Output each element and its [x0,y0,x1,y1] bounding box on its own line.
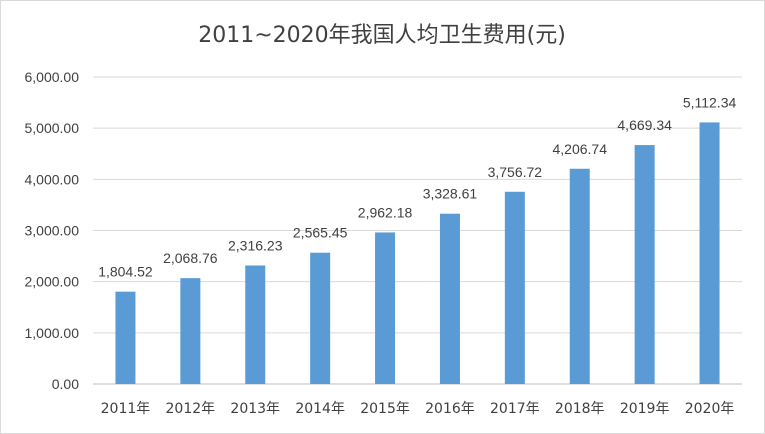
x-category-label: 2020年 [685,401,735,417]
bar [375,232,396,384]
bar [439,213,460,384]
y-tick-label: 0.00 [52,376,79,392]
bar [115,291,136,384]
bar [569,168,590,384]
x-axis-category-labels: 2011年 2012年 2013年 2014年 2015年 2016年 2017年 2018年… [101,401,735,417]
data-label: 2,962.18 [358,204,413,220]
bar [634,145,655,384]
bar [245,265,266,384]
y-tick-label: 5,000.00 [25,120,80,136]
data-label: 2,565.45 [293,225,348,241]
bars [115,122,720,384]
bar [504,191,525,384]
x-category-label: 2013年 [230,401,280,417]
x-category-label: 2016年 [425,401,475,417]
data-label: 2,068.76 [163,250,218,266]
x-category-label: 2012年 [166,401,216,417]
data-label: 4,669.34 [617,117,672,133]
x-category-label: 2017年 [490,401,540,417]
bar [699,122,720,384]
y-tick-label: 1,000.00 [25,325,80,341]
data-label: 5,112.34 [683,94,737,110]
data-label: 2,316.23 [228,237,283,253]
data-label: 3,756.72 [488,164,543,180]
x-category-label: 2019年 [620,401,670,417]
y-tick-label: 3,000.00 [25,223,80,239]
y-tick-label: 6,000.00 [25,69,80,85]
data-label: 1,804.52 [98,264,153,280]
data-label: 3,328.61 [423,186,478,202]
x-category-label: 2018年 [555,401,605,417]
gridlines [93,76,742,385]
data-labels: 1,804.52 2,068.76 2,316.23 2,565.45 2,962.18… [98,94,736,279]
bar [180,278,201,384]
y-tick-label: 2,000.00 [25,274,80,290]
data-label: 4,206.74 [553,141,608,157]
x-category-label: 2014年 [295,401,345,417]
y-tick-label: 4,000.00 [25,171,80,187]
chart-title: 2011~2020年我国人均卫生费用(元) [198,23,566,48]
bar [310,252,331,384]
x-category-label: 2015年 [360,401,410,417]
x-category-label: 2011年 [101,401,151,417]
y-axis-tick-labels: 0.00 1,000.00 2,000.00 3,000.00 4,000.00 5,00… [25,69,80,392]
